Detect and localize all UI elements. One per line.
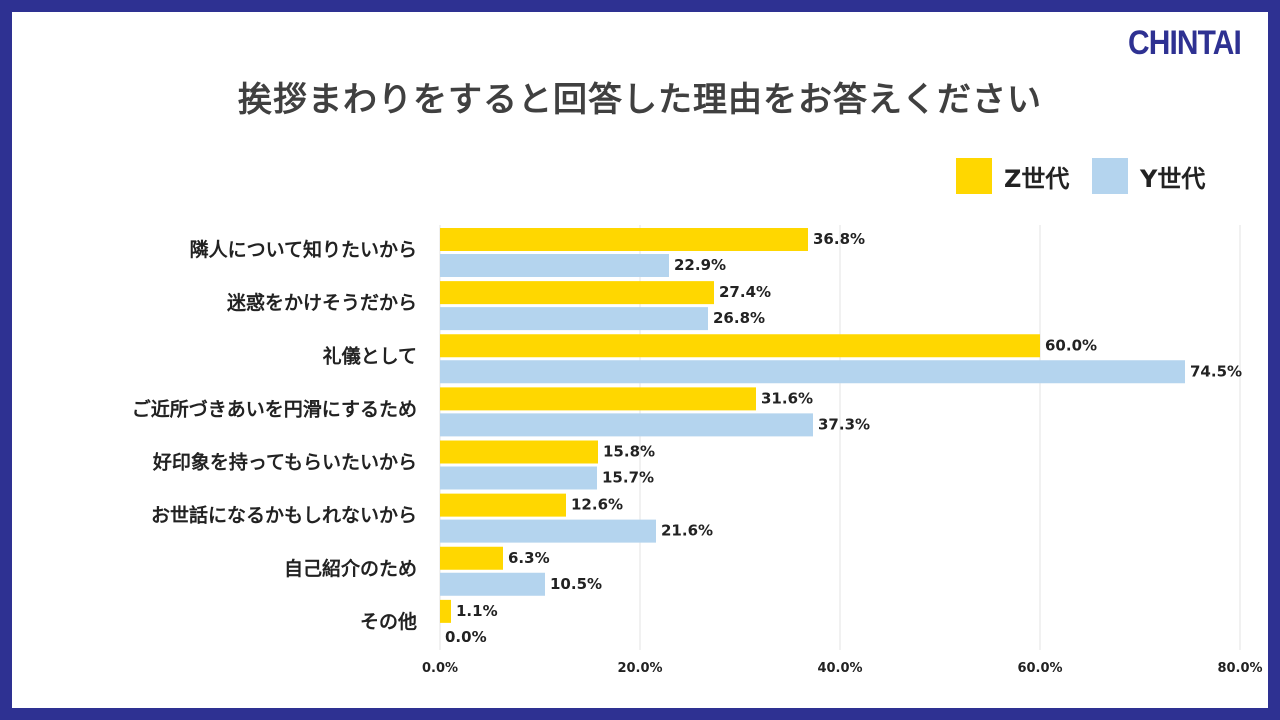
category-label: その他 — [360, 610, 417, 633]
bar-z — [440, 599, 451, 623]
x-tick-label: 20.0% — [617, 661, 662, 676]
data-label: 0.0% — [445, 628, 487, 646]
data-label: 21.6% — [661, 522, 713, 540]
data-label: 22.9% — [674, 256, 726, 274]
bar-y — [440, 519, 656, 543]
data-label: 60.0% — [1045, 336, 1097, 354]
bar-y — [440, 360, 1185, 384]
data-label: 15.8% — [603, 443, 655, 461]
data-label: 15.7% — [602, 469, 654, 487]
category-label: 隣人について知りたいから — [190, 238, 417, 261]
x-tick-label: 80.0% — [1217, 661, 1262, 676]
data-label: 74.5% — [1190, 362, 1242, 380]
category-label: 好印象を持ってもらいたいから — [152, 451, 417, 474]
bar-z — [440, 440, 598, 464]
legend-swatch-z — [956, 158, 992, 194]
category-label: 自己紹介のため — [284, 557, 417, 580]
category-label: ご近所づきあいを円滑にするため — [132, 397, 417, 420]
bar-z — [440, 281, 714, 305]
bar-y — [440, 572, 545, 596]
chintai-logo: CHINTAI — [1128, 24, 1242, 62]
category-label: 迷惑をかけそうだから — [226, 291, 417, 314]
data-label: 37.3% — [818, 415, 870, 433]
data-label: 27.4% — [719, 283, 771, 301]
legend-label-y: Y世代 — [1140, 164, 1206, 193]
bar-y — [440, 254, 669, 277]
x-tick-label: 0.0% — [422, 661, 458, 676]
x-tick-label: 40.0% — [817, 661, 862, 676]
bar-z — [440, 546, 503, 570]
chart-title: 挨拶まわりをすると回答した理由をお答えください — [238, 80, 1042, 120]
data-label: 31.6% — [761, 389, 813, 407]
data-label: 12.6% — [571, 496, 623, 514]
bar-y — [440, 466, 597, 490]
legend-label-z: Z世代 — [1004, 164, 1070, 193]
x-tick-label: 60.0% — [1017, 661, 1062, 676]
bar-y — [440, 307, 708, 331]
bar-z — [440, 228, 808, 251]
data-label: 10.5% — [550, 575, 602, 593]
bar-z — [440, 334, 1040, 358]
bar-z — [440, 493, 566, 517]
legend-item-z: Z世代 — [956, 158, 1069, 194]
category-label: お世話になるかもしれないから — [151, 504, 417, 527]
data-label: 1.1% — [456, 602, 498, 620]
bar-y — [440, 413, 813, 437]
data-label: 26.8% — [713, 309, 765, 327]
bar-z — [440, 387, 756, 411]
category-label: 礼儀として — [323, 344, 417, 367]
data-label: 6.3% — [508, 549, 550, 567]
data-label: 36.8% — [813, 230, 865, 248]
legend-swatch-y — [1092, 158, 1128, 194]
legend-item-y: Y世代 — [1092, 158, 1205, 194]
